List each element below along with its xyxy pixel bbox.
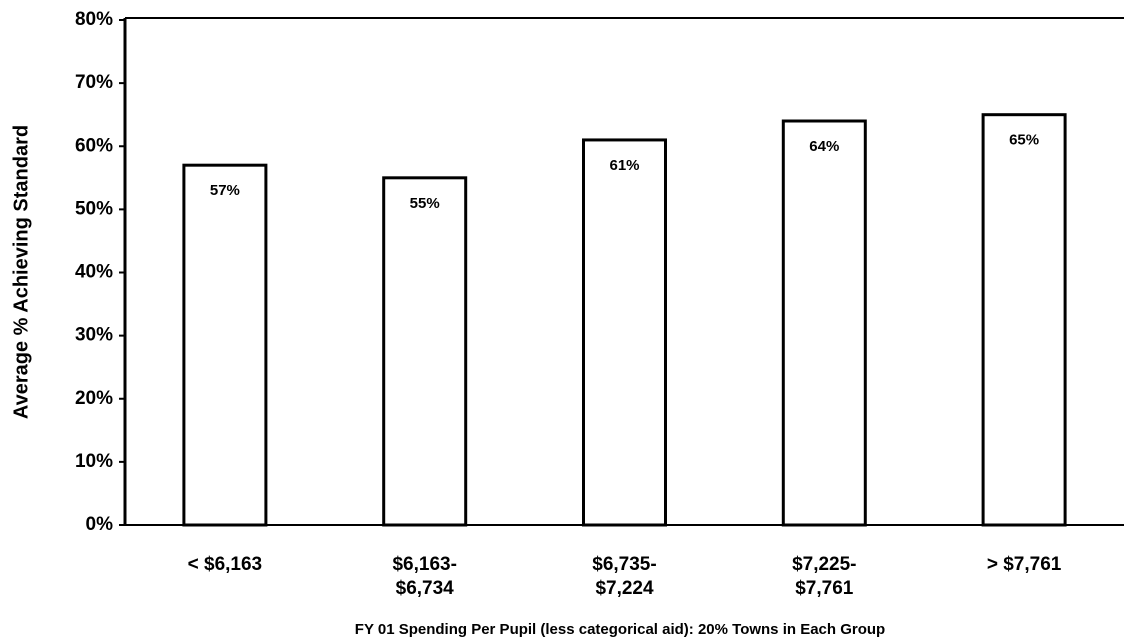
bar bbox=[582, 138, 667, 527]
bar bbox=[182, 163, 268, 527]
x-tick-label: $6,734 bbox=[396, 578, 455, 599]
y-tick-label: 20% bbox=[75, 388, 113, 409]
y-axis-title: Average % Achieving Standard bbox=[10, 125, 32, 419]
data-label: 57% bbox=[210, 182, 240, 199]
y-tick-label: 0% bbox=[86, 514, 114, 535]
x-tick-label: > $7,761 bbox=[987, 554, 1062, 575]
x-tick-label: $6,163- bbox=[392, 554, 456, 575]
bar bbox=[382, 176, 468, 527]
bar bbox=[781, 119, 867, 527]
data-label: 61% bbox=[609, 157, 639, 174]
x-tick-label: $7,225- bbox=[792, 554, 856, 575]
y-tick-label: 10% bbox=[75, 451, 113, 472]
y-tick-label: 70% bbox=[75, 72, 113, 93]
x-tick-label: < $6,163 bbox=[188, 554, 263, 575]
y-tick-label: 40% bbox=[75, 262, 113, 283]
data-label: 64% bbox=[809, 138, 839, 155]
y-tick-label: 50% bbox=[75, 198, 113, 219]
y-tick-label: 80% bbox=[75, 9, 113, 30]
x-axis-title: FY 01 Spending Per Pupil (less categoric… bbox=[355, 621, 885, 638]
x-tick-label: $7,761 bbox=[795, 578, 854, 599]
bar bbox=[981, 113, 1067, 527]
data-label: 55% bbox=[410, 195, 440, 212]
data-label: 65% bbox=[1009, 132, 1039, 149]
x-tick-label: $6,735- bbox=[592, 554, 656, 575]
x-tick-label: $7,224 bbox=[595, 578, 654, 599]
y-tick-label: 60% bbox=[75, 135, 113, 156]
y-tick-label: 30% bbox=[75, 325, 113, 346]
